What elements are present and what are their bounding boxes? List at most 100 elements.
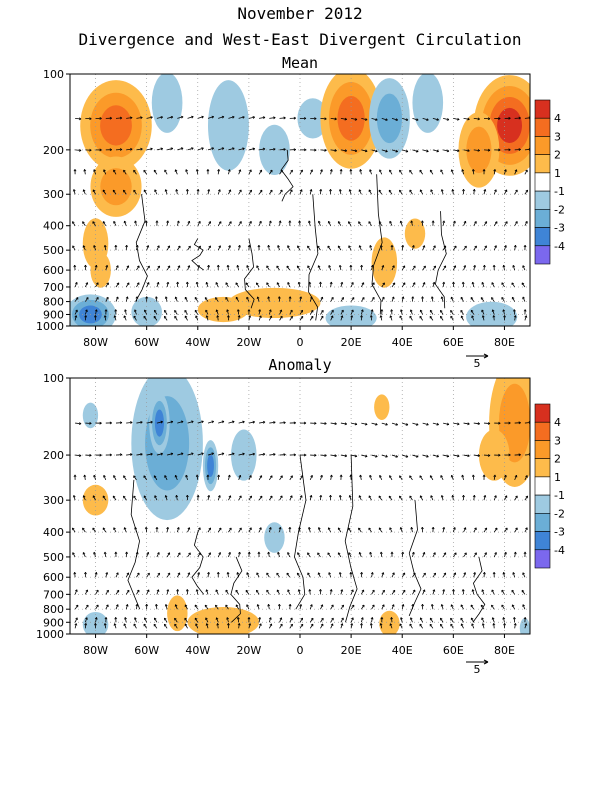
colorbar-label: -1 — [554, 185, 565, 198]
contour-line — [308, 194, 319, 321]
y-tick-label: 500 — [43, 551, 64, 564]
contour-line — [408, 500, 422, 617]
shade-region — [379, 610, 400, 634]
shade-region — [82, 402, 99, 429]
colorbar-swatch — [534, 403, 551, 423]
contour-line — [127, 479, 141, 610]
colorbar-label: 3 — [554, 130, 561, 143]
panel-mean: 80W 60W 40W 20W 0 20E 40E 60E 80E 100 200 300 400 500… — [36, 68, 565, 370]
shade-region — [497, 107, 522, 143]
shade-region — [100, 105, 132, 146]
y-tick-label: 800 — [43, 296, 64, 309]
vector-scale-label: 5 — [474, 663, 481, 676]
colorbar-label: -4 — [554, 544, 565, 557]
shade-region — [187, 606, 260, 634]
colorbar-label: 4 — [554, 416, 561, 429]
x-tick-label: 40E — [392, 336, 413, 349]
contour-line — [191, 238, 205, 271]
contour-line — [344, 455, 358, 623]
colorbar-label: 1 — [554, 167, 561, 180]
colorbar: 4 3 2 1 -1 -2 -3 -4 — [534, 403, 565, 569]
x-tick-label: 20W — [236, 336, 261, 349]
y-tick-label: 1000 — [36, 320, 64, 333]
colorbar-label: -1 — [554, 489, 565, 502]
x-tick-label: 60E — [443, 644, 464, 657]
shade-region — [167, 595, 188, 632]
x-tick-label: 20W — [236, 644, 261, 657]
colorbar-swatch — [534, 136, 551, 155]
y-tick-label: 400 — [43, 526, 64, 539]
colorbar-swatch — [534, 494, 551, 514]
shade-region — [154, 409, 164, 437]
shade-region — [231, 429, 257, 481]
contour-line — [244, 238, 255, 309]
contour-line — [280, 149, 294, 202]
shade-region — [197, 296, 249, 323]
colorbar-swatch — [534, 117, 551, 137]
colorbar-swatch — [534, 440, 551, 459]
colorbar-swatch — [534, 227, 551, 247]
chart-title: November 2012 — [237, 4, 363, 23]
shade-region — [90, 252, 111, 288]
colorbar-label: 2 — [554, 453, 561, 466]
colorbar: 4 3 2 1 -1 -2 -3 -4 — [534, 99, 565, 265]
colorbar-swatch — [534, 476, 551, 496]
shade-region — [376, 93, 403, 144]
colorbar-swatch — [534, 245, 551, 265]
colorbar-swatch — [534, 458, 551, 478]
shade-region — [131, 296, 162, 326]
shade-region — [208, 80, 249, 171]
colorbar-swatch — [534, 99, 551, 119]
contour-line — [191, 532, 205, 595]
colorbar-swatch — [534, 154, 551, 174]
x-tick-label: 20E — [341, 336, 362, 349]
x-tick-label: 60W — [134, 644, 159, 657]
y-tick-label: 900 — [43, 308, 64, 321]
y-tick-label: 700 — [43, 588, 64, 601]
x-tick-label: 20E — [341, 644, 362, 657]
contour-line — [135, 194, 148, 302]
colorbar-swatch — [534, 531, 551, 551]
x-tick-label: 40W — [185, 336, 210, 349]
contour-line — [294, 455, 307, 610]
vector-scale-label: 5 — [474, 357, 481, 370]
shade-region — [228, 287, 321, 319]
colorbar-swatch — [534, 172, 551, 192]
contour-line — [230, 556, 243, 623]
shade-region — [207, 454, 214, 478]
shade-region — [404, 218, 426, 249]
colorbar-label: 3 — [554, 434, 561, 447]
y-tick-label: 1000 — [36, 628, 64, 641]
x-tick-label: 40E — [392, 644, 413, 657]
y-tick-label: 200 — [43, 449, 64, 462]
y-tick-label: 100 — [43, 372, 64, 385]
shade-region — [151, 74, 183, 133]
shade-region — [264, 522, 285, 553]
colorbar-swatch — [534, 209, 551, 228]
x-tick-label: 0 — [297, 644, 304, 657]
colorbar-label: 4 — [554, 112, 561, 125]
colorbar-swatch — [534, 549, 551, 569]
chart-subtitle: Divergence and West-East Divergent Circu… — [78, 30, 522, 49]
y-tick-label: 600 — [43, 264, 64, 277]
x-tick-label: 80E — [494, 336, 515, 349]
shade-region — [325, 305, 377, 326]
colorbar-label: -2 — [554, 203, 565, 216]
colorbar-label: -4 — [554, 240, 565, 253]
colorbar-label: 2 — [554, 149, 561, 162]
panel-anomaly: 80W 60W 40W 20W 0 20E 40E 60E 80E 100 200 300 400 500… — [36, 372, 565, 676]
colorbar-label: -2 — [554, 507, 565, 520]
y-tick-label: 400 — [43, 220, 64, 233]
colorbar-swatch — [534, 421, 551, 441]
y-tick-label: 200 — [43, 144, 64, 157]
x-tick-label: 80W — [83, 336, 108, 349]
y-tick-label: 600 — [43, 571, 64, 584]
colorbar-label: -3 — [554, 526, 565, 539]
colorbar-label: -3 — [554, 222, 565, 235]
colorbar-swatch — [534, 513, 551, 532]
colorbar-label: 1 — [554, 471, 561, 484]
shade-region — [100, 168, 132, 206]
contour-line — [371, 174, 383, 315]
y-tick-label: 500 — [43, 244, 64, 257]
